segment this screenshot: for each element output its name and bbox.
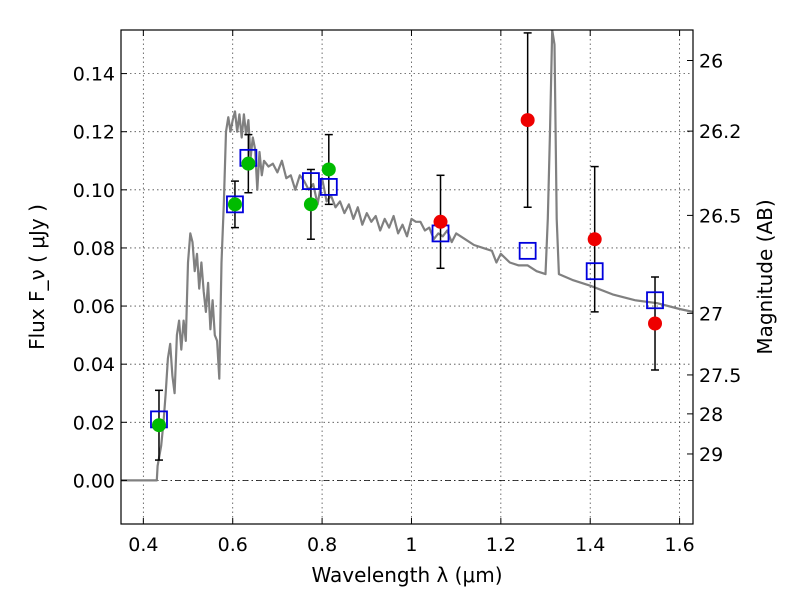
x-tick-label: 1.2: [486, 534, 516, 556]
y2-tick-label: 27: [699, 303, 723, 325]
data-points: [150, 113, 664, 433]
model-spectrum-line: [121, 30, 693, 482]
y-axis-label: Flux F_ν ( μJy ): [25, 204, 49, 350]
y-tick-label: 0.06: [73, 296, 115, 318]
y2-tick-label: 28: [699, 404, 723, 426]
y2-tick-label: 29: [699, 444, 723, 466]
x-tick-label: 0.4: [128, 534, 158, 556]
model-spectrum: [121, 30, 693, 482]
y-axis-ticks: 0.00 0.02 0.04 0.06 0.08 0.10 0.12 0.14: [73, 64, 127, 492]
green-data-point: [303, 197, 318, 212]
y2-axis-label: Magnitude (AB): [753, 199, 777, 354]
y2-tick-label: 27.5: [699, 365, 741, 387]
x-axis-label: Wavelength λ (μm): [311, 563, 502, 587]
x-tick-label: 1.4: [575, 534, 605, 556]
y2-tick-label: 26: [699, 51, 723, 73]
grid: [121, 30, 693, 524]
model-photometry-point: [646, 291, 664, 310]
y-tick-label: 0.00: [73, 470, 115, 492]
y-tick-label: 0.10: [73, 180, 115, 202]
y-tick-label: 0.12: [73, 122, 115, 144]
green-data-point: [227, 197, 242, 212]
y-axis-label-text: Flux F_ν ( μJy ): [25, 204, 49, 350]
x-tick-label: 0.8: [307, 534, 337, 556]
red-data-point: [587, 232, 602, 247]
plot-frame: [120, 29, 694, 525]
y2-tick-label: 26.5: [699, 205, 741, 227]
y-tick-label: 0.08: [73, 238, 115, 260]
x-tick-label: 1: [405, 534, 417, 556]
green-data-point: [151, 418, 166, 433]
error-bars: [154, 32, 660, 461]
red-data-point: [433, 214, 448, 229]
x-tick-label: 1.6: [664, 534, 694, 556]
model-photometry-point: [226, 195, 244, 214]
green-data-point: [321, 162, 336, 177]
model-photometry-point: [585, 262, 604, 281]
green-data-point: [241, 156, 256, 171]
y2-tick-label: 26.2: [699, 121, 741, 143]
model-photometry-point: [302, 172, 320, 191]
y-tick-label: 0.14: [73, 64, 115, 86]
y-tick-label: 0.04: [73, 354, 115, 376]
model-photometry-point: [518, 241, 537, 260]
red-data-point: [648, 316, 663, 331]
model-photometry-point: [319, 178, 338, 196]
y-tick-label: 0.02: [73, 412, 115, 434]
y2-axis-ticks: 26 26.2 26.5 27 27.5 28 29: [687, 51, 741, 466]
x-axis-ticks: 0.4 0.6 0.8 1 1.2 1.4 1.6: [128, 30, 695, 556]
red-data-point: [520, 113, 535, 128]
x-tick-label: 0.6: [218, 534, 248, 556]
